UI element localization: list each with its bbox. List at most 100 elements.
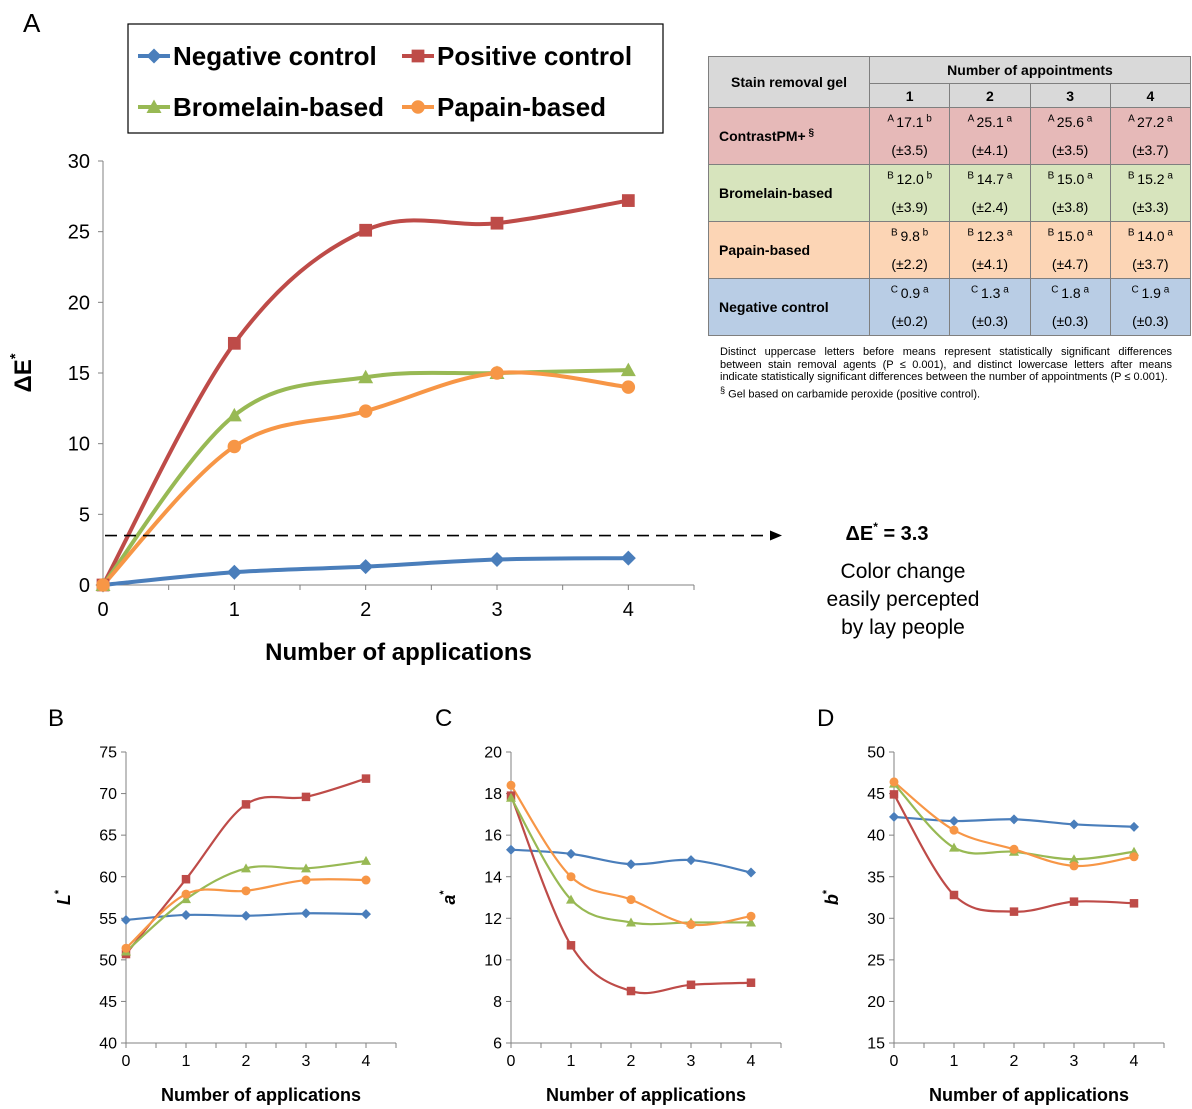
table-row: Papain-based B 9.8 b (±2.2) B 12.3 a (±4.1) B… bbox=[708, 221, 1192, 279]
data-point bbox=[889, 777, 899, 787]
y-tick-label: 30 bbox=[867, 911, 885, 928]
data-point bbox=[621, 194, 635, 207]
series-line-bromelain-based bbox=[510, 797, 751, 926]
y-tick-label: 20 bbox=[68, 292, 90, 314]
x-tick-label: 3 bbox=[687, 1053, 696, 1070]
table-cell: B 15.0 a (±3.8) bbox=[1029, 164, 1111, 222]
data-point bbox=[241, 910, 251, 921]
x-tick-label: 3 bbox=[302, 1053, 311, 1070]
table-cell: A 25.6 a (±3.5) bbox=[1029, 107, 1111, 165]
x-tick-label: 2 bbox=[242, 1053, 251, 1070]
data-point bbox=[1129, 899, 1139, 908]
x-tick-label: 2 bbox=[627, 1053, 636, 1070]
y-tick-label: 5 bbox=[79, 504, 90, 526]
panel-label-b: B bbox=[48, 705, 64, 732]
table-footnote: Distinct uppercase letters before means … bbox=[720, 346, 1172, 401]
data-point bbox=[746, 867, 756, 878]
data-point bbox=[301, 875, 311, 885]
data-point bbox=[301, 792, 311, 802]
data-point bbox=[1009, 907, 1019, 916]
data-point bbox=[361, 855, 371, 865]
series-line-positive-control bbox=[101, 198, 629, 586]
data-point bbox=[359, 223, 373, 237]
y-axis-label: a* bbox=[438, 890, 459, 905]
y-tick-label: 50 bbox=[99, 952, 117, 969]
y-axis-label: b* bbox=[821, 889, 842, 905]
y-tick-label: 75 bbox=[99, 745, 117, 762]
table-col-header: 2 bbox=[949, 83, 1031, 108]
threshold-note-line-2: easily percepted bbox=[827, 588, 980, 611]
data-point bbox=[506, 780, 516, 790]
x-tick-label: 3 bbox=[491, 599, 502, 621]
y-tick-label: 30 bbox=[68, 151, 90, 173]
series-line-papain-based bbox=[101, 370, 629, 587]
data-point bbox=[506, 844, 516, 855]
data-point bbox=[626, 895, 636, 905]
data-point bbox=[626, 986, 636, 996]
x-tick-label: 4 bbox=[623, 599, 634, 621]
y-tick-label: 12 bbox=[484, 911, 502, 928]
y-tick-label: 0 bbox=[79, 575, 90, 597]
table-footnote-2: § Gel based on carbamide peroxide (posit… bbox=[720, 384, 981, 401]
data-point bbox=[1009, 844, 1019, 854]
y-tick-label: 45 bbox=[99, 994, 117, 1011]
y-axis-label: L* bbox=[53, 889, 74, 905]
y-tick-label: 16 bbox=[484, 828, 502, 845]
data-point bbox=[626, 917, 636, 927]
data-point bbox=[949, 842, 959, 852]
x-tick-label: 4 bbox=[362, 1053, 371, 1070]
data-point bbox=[949, 890, 959, 900]
data-point bbox=[227, 439, 242, 454]
table-cell: C 1.3 a (±0.3) bbox=[949, 278, 1031, 336]
table-col-header: 3 bbox=[1029, 83, 1111, 108]
y-tick-label: 25 bbox=[68, 222, 90, 244]
data-point bbox=[121, 914, 131, 925]
x-tick-label: 1 bbox=[950, 1053, 959, 1070]
y-tick-label: 20 bbox=[867, 994, 885, 1011]
series-line-bromelain-based bbox=[125, 859, 367, 953]
data-point bbox=[181, 889, 191, 899]
data-point bbox=[686, 855, 696, 866]
table-row-label: ContrastPM+ § bbox=[708, 107, 870, 165]
y-axis-label: ΔE* bbox=[8, 353, 37, 392]
y-tick-label: 15 bbox=[867, 1036, 885, 1053]
threshold-arrowhead bbox=[770, 530, 782, 541]
data-point bbox=[241, 863, 251, 873]
data-point bbox=[889, 811, 899, 822]
table-row: Bromelain-based B 12.0 b (±3.9) B 14.7 a (±2… bbox=[708, 164, 1192, 222]
table-cell: A 25.1 a (±4.1) bbox=[949, 107, 1031, 165]
threshold-annotation: ΔE* = 3.3 Color change easily percepted … bbox=[105, 520, 979, 639]
data-point bbox=[566, 848, 576, 859]
table-cell: B 14.7 a (±2.4) bbox=[949, 164, 1031, 222]
data-point bbox=[181, 874, 191, 884]
legend: Negative control Positive control Bromelai… bbox=[127, 23, 664, 134]
data-point bbox=[506, 792, 516, 802]
legend-item-bromelain-based: Bromelain-based bbox=[138, 92, 384, 122]
x-tick-label: 0 bbox=[97, 599, 108, 621]
table-cell: B 12.3 a (±4.1) bbox=[949, 221, 1031, 279]
data-point bbox=[358, 369, 374, 384]
table-row: ContrastPM+ § A 17.1 b (±3.5) A 25.1 a (±4.1… bbox=[708, 107, 1192, 165]
panel-label-a: A bbox=[23, 8, 41, 38]
table-row-label: Negative control bbox=[708, 278, 870, 336]
data-point bbox=[489, 552, 505, 568]
data-point bbox=[227, 336, 241, 350]
data-point bbox=[889, 790, 899, 799]
legend-label: Positive control bbox=[437, 41, 632, 71]
data-point bbox=[358, 404, 373, 418]
legend-label: Bromelain-based bbox=[173, 92, 384, 122]
y-tick-label: 40 bbox=[867, 828, 885, 845]
data-point bbox=[1069, 819, 1079, 830]
table-row-label: Bromelain-based bbox=[708, 164, 870, 222]
x-axis-label: Number of applications bbox=[929, 1085, 1129, 1105]
series-line-positive-control bbox=[509, 795, 752, 995]
data-point bbox=[621, 380, 636, 394]
x-tick-label: 3 bbox=[1070, 1053, 1079, 1070]
series-line-positive-control bbox=[893, 793, 1135, 913]
data-point bbox=[1129, 821, 1139, 832]
data-point bbox=[686, 920, 696, 930]
x-tick-label: 1 bbox=[229, 599, 240, 621]
y-tick-label: 40 bbox=[99, 1036, 117, 1053]
